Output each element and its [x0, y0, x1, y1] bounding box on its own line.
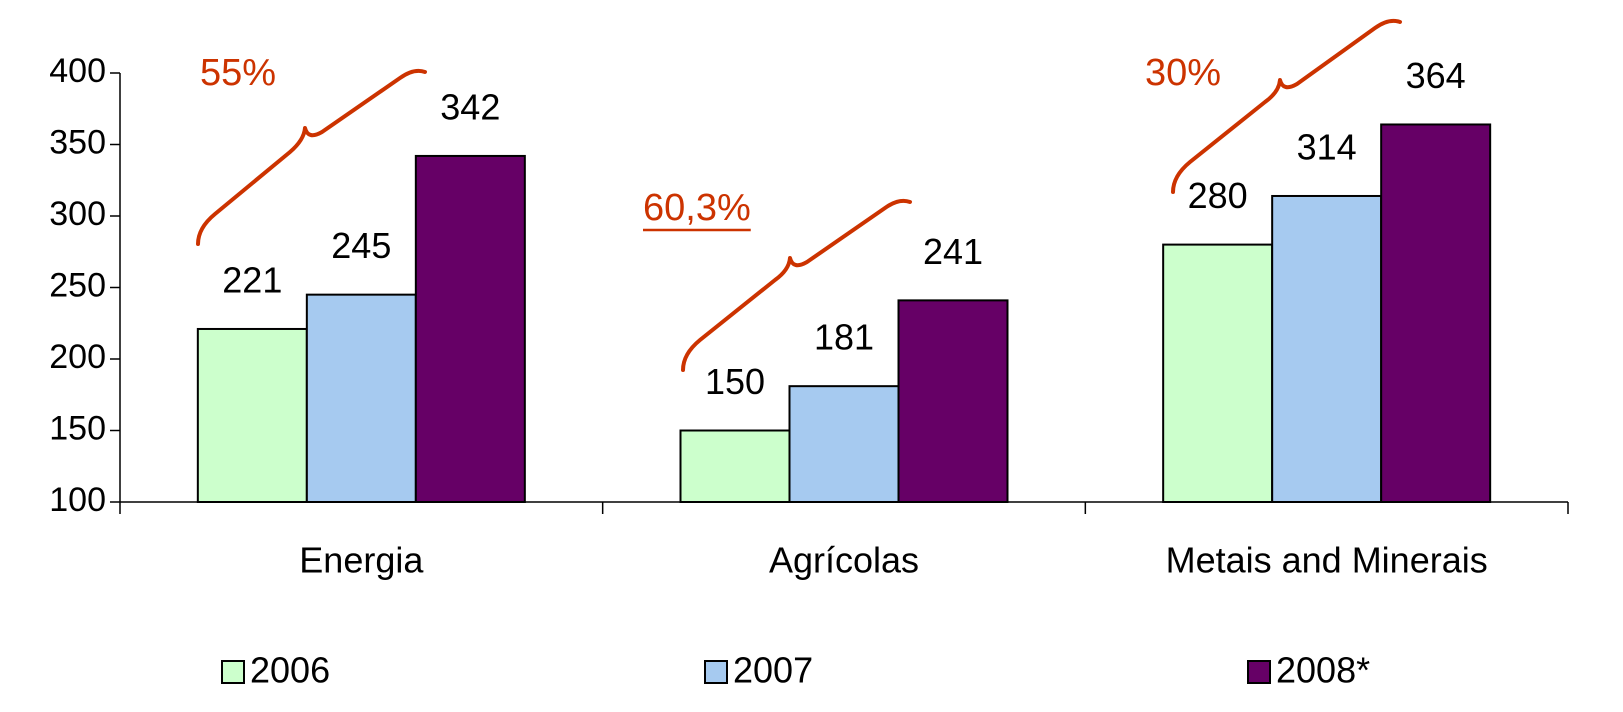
legend-swatch — [1247, 660, 1271, 684]
y-tick-label: 400 — [49, 52, 106, 90]
brace — [681, 198, 912, 372]
y-tick-label: 150 — [49, 409, 106, 447]
legend-label: 2007 — [733, 650, 813, 691]
data-label: 314 — [1297, 126, 1357, 167]
bar — [305, 293, 417, 503]
y-tick-label: 200 — [49, 338, 106, 376]
x-tick-label: Agrícolas — [769, 540, 919, 581]
y-tick-label: 350 — [49, 123, 106, 161]
data-label: 181 — [814, 317, 874, 358]
bar — [1271, 194, 1383, 503]
brace — [1171, 18, 1402, 194]
x-tick-label: Energia — [299, 540, 424, 581]
bar — [1380, 123, 1492, 503]
annotation: 30% — [1145, 52, 1221, 94]
data-label: 241 — [923, 231, 983, 272]
data-label: 245 — [331, 225, 391, 266]
x-tick-label: Metais and Minerais — [1166, 540, 1488, 581]
legend-label: 2006 — [250, 650, 330, 691]
brace — [196, 68, 427, 246]
bar — [196, 327, 308, 503]
annotation: 60,3% — [643, 187, 751, 229]
data-label: 280 — [1188, 175, 1248, 216]
bar — [679, 429, 791, 503]
legend-swatch — [704, 660, 728, 684]
data-label: 364 — [1406, 55, 1466, 96]
legend-swatch — [221, 660, 245, 684]
bar — [1162, 243, 1274, 503]
y-tick-label: 100 — [49, 481, 106, 519]
y-tick-label: 300 — [49, 195, 106, 233]
y-tick-label: 250 — [49, 266, 106, 304]
data-label: 221 — [222, 259, 282, 300]
bar — [897, 299, 1009, 503]
legend-label: 2008* — [1276, 650, 1370, 691]
annotation: 55% — [200, 52, 276, 94]
data-label: 150 — [705, 361, 765, 402]
bar — [414, 154, 526, 503]
data-label: 342 — [440, 86, 500, 127]
bar — [788, 385, 900, 504]
